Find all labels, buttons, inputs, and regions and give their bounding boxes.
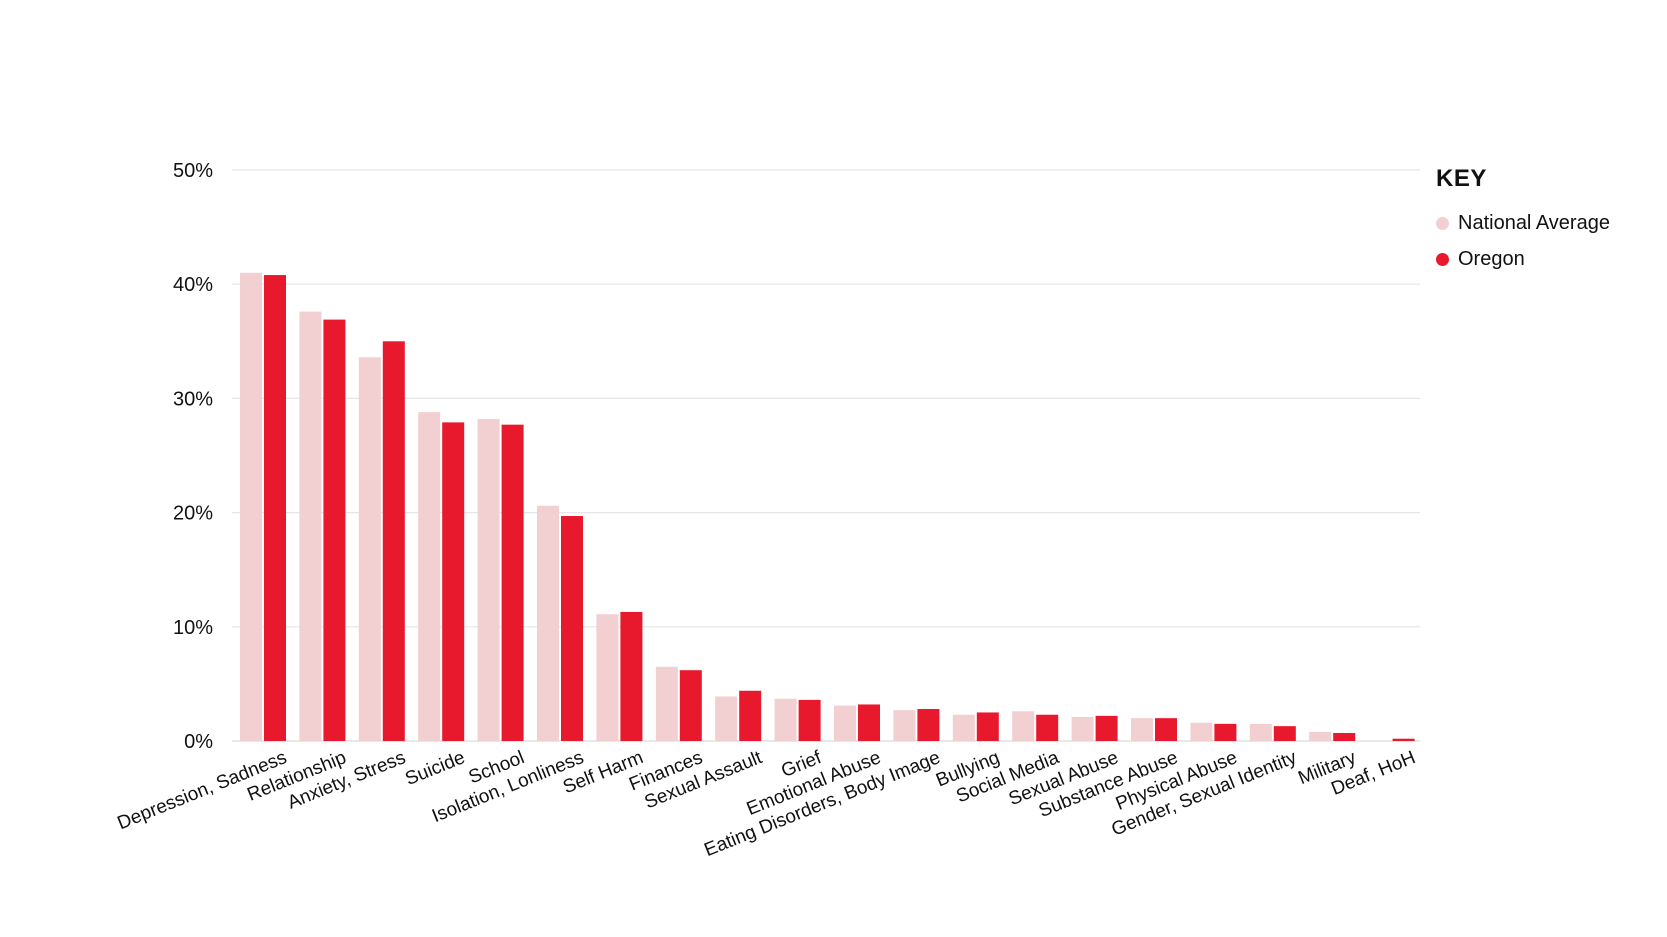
bar-national-average-social-media [1012,711,1035,741]
bar-oregon-finances [679,670,702,741]
legend-item-national-average: National Average [1436,205,1610,241]
legend-label-national-average: National Average [1458,211,1610,234]
bar-oregon-school [501,424,524,741]
bar-national-average-depression-sadness [240,272,262,741]
bar-national-average-sexual-abuse [1071,717,1094,741]
legend: KEY National Average Oregon [1436,165,1610,277]
bar-oregon-grief [798,699,821,741]
bar-national-average-eating-disorders-body-image [893,710,916,741]
legend-item-oregon: Oregon [1436,241,1610,277]
legend-swatch-oregon [1436,252,1449,266]
bar-national-average-suicide [418,412,441,741]
bar-oregon-substance-abuse [1155,718,1177,741]
bar-national-average-bullying [952,714,975,741]
y-axis-tick-labels: 0% 10% 20% 30% 40% 50% [173,160,213,753]
bar-oregon-physical-abuse [1214,723,1237,741]
legend-title: KEY [1436,165,1487,192]
bar-oregon-sexual-assault [739,690,762,741]
gridlines [232,169,1420,742]
bar-oregon-emotional-abuse [858,704,880,741]
y-tick-label: 20% [173,503,213,525]
bar-national-average-finances [655,666,678,741]
bar-oregon-social-media [1036,714,1059,741]
bar-national-average-grief [774,698,797,741]
bar-oregon-military [1333,733,1356,741]
y-tick-label: 0% [184,731,213,753]
bar-oregon-anxiety-stress [382,341,405,741]
bar-national-average-relationship [299,311,322,741]
bar-national-average-physical-abuse [1190,722,1213,741]
bar-national-average-school [477,418,500,741]
bar-oregon-deaf-hoh [1392,738,1415,741]
legend-label-oregon: Oregon [1458,247,1525,270]
x-tick-label-suicide: Suicide [402,747,468,790]
bar-national-average-self-harm [596,614,619,741]
bar-national-average-sexual-assault [715,696,738,741]
bar-oregon-eating-disorders-body-image [917,709,940,741]
y-tick-label: 30% [173,388,213,410]
x-axis-category-labels: Depression, SadnessRelationshipAnxiety, … [115,747,1419,861]
bar-oregon-self-harm [620,611,643,741]
bar-oregon-sexual-abuse [1095,715,1118,741]
bar-oregon-relationship [323,319,346,741]
bar-oregon-gender-sexual-identity [1273,726,1296,741]
bar-national-average-emotional-abuse [834,705,856,741]
bar-oregon-isolation-lonliness [561,516,583,741]
y-tick-label: 50% [173,160,213,182]
bar-oregon-suicide [442,422,465,741]
bar-national-average-substance-abuse [1131,718,1153,741]
bar-national-average-military [1309,731,1332,741]
bar-national-average-gender-sexual-identity [1249,723,1272,741]
bar-national-average-anxiety-stress [358,357,381,741]
legend-swatch-national-average [1436,216,1449,230]
bar-oregon-depression-sadness [264,275,286,741]
bars [240,272,1415,741]
y-tick-label: 10% [173,617,213,639]
bar-national-average-isolation-lonliness [537,505,559,741]
y-tick-label: 40% [173,274,213,296]
bar-oregon-bullying [976,712,999,741]
